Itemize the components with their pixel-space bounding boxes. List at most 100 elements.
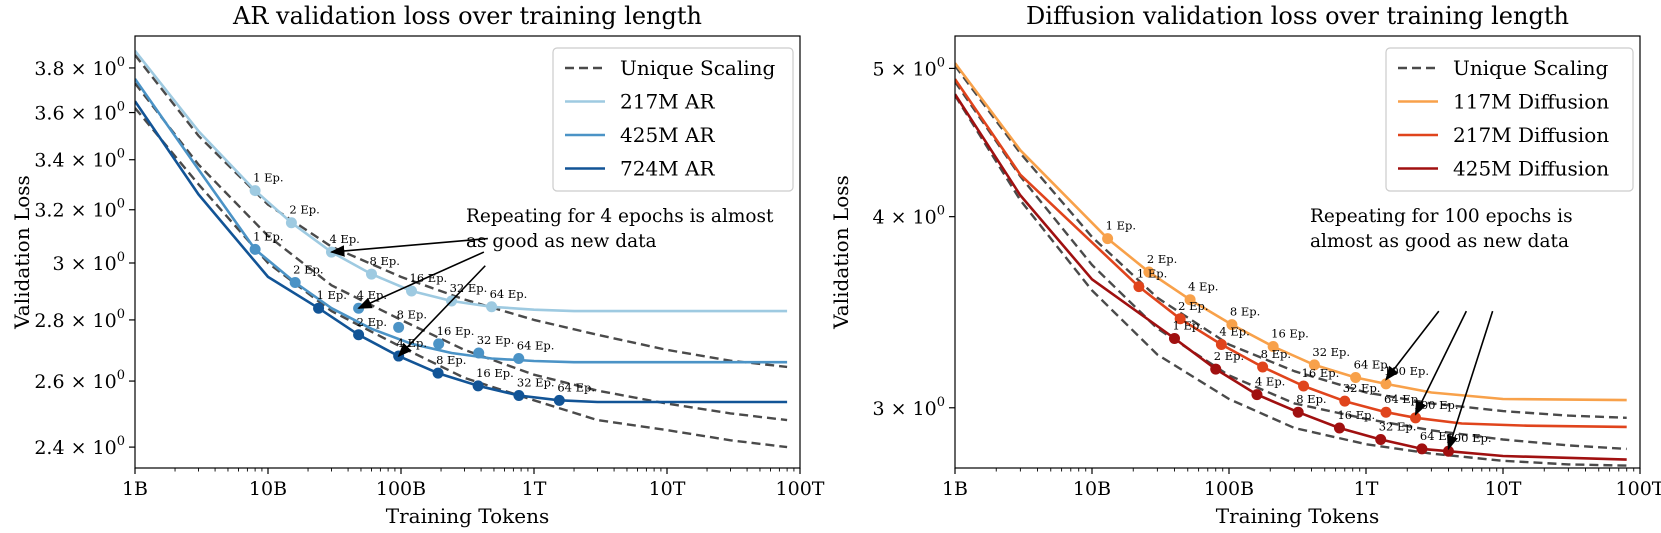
epoch-marker [249, 243, 261, 255]
epoch-marker [1350, 371, 1362, 383]
x-tick-label: 100T [776, 478, 825, 500]
epoch-marker [289, 276, 301, 288]
y-tick-mantissa: 3.8 [34, 58, 64, 80]
x-tick-label: 10T [649, 478, 686, 500]
legend-label: 217M Diffusion [1453, 123, 1609, 147]
epoch-marker [472, 380, 484, 392]
epoch-marker [1215, 338, 1227, 350]
y-tick-times: × [65, 150, 93, 172]
epoch-marker [1298, 380, 1310, 392]
epoch-label: 64 Ep. [517, 339, 555, 353]
epoch-label: 1 Ep. [253, 171, 283, 185]
y-tick-exponent: 0 [117, 147, 125, 162]
epoch-marker [249, 185, 261, 197]
y-tick-mantissa: 4 [872, 207, 884, 229]
x-tick-label: 100B [1204, 478, 1254, 500]
y-tick-exponent: 0 [117, 55, 125, 70]
legend-box [552, 47, 794, 192]
y-tick-times: × [885, 207, 913, 229]
epoch-marker [486, 301, 498, 313]
epoch-label: 64 Ep. [1354, 357, 1392, 371]
epoch-marker [1143, 266, 1155, 278]
epoch-marker [433, 338, 445, 350]
y-tick-mantissa: 3 [52, 253, 64, 275]
x-tick-label: 1T [1354, 478, 1379, 500]
y-tick-mantissa: 3.4 [34, 150, 64, 172]
y-tick-exponent: 0 [937, 55, 945, 70]
epoch-label: 4 Ep. [1255, 375, 1285, 389]
epoch-marker [1133, 281, 1145, 293]
epoch-label: 16 Ep. [437, 324, 475, 338]
epoch-label: 4 Ep. [1219, 324, 1249, 338]
annotation-arrow [1385, 310, 1440, 381]
epoch-label: 16 Ep. [1271, 326, 1309, 340]
y-tick-times: × [65, 103, 93, 125]
epoch-label: 8 Ep. [397, 307, 427, 321]
epoch-label: 8 Ep. [436, 353, 466, 367]
epoch-marker [1308, 359, 1320, 371]
axes-frame [954, 35, 1641, 469]
y-tick-mantissa: 2.8 [34, 310, 64, 332]
epoch-marker [285, 217, 297, 229]
legend-label: 217M AR [620, 90, 715, 114]
epoch-label: 1 Ep. [1106, 219, 1136, 233]
epoch-marker [513, 353, 525, 365]
series-line [135, 49, 788, 313]
epoch-label: 2 Ep. [1178, 299, 1208, 313]
y-tick-label: 2.8 × 100 [34, 307, 125, 332]
epoch-label: 8 Ep. [1230, 305, 1260, 319]
epoch-marker [1226, 319, 1238, 331]
x-tick-label: 1T [522, 478, 547, 500]
y-tick-mantissa: 2.6 [34, 371, 64, 393]
y-tick-mantissa: 3.6 [34, 103, 64, 125]
epoch-label: 64 Ep. [557, 380, 595, 394]
epoch-marker [1184, 294, 1196, 306]
y-tick-exponent: 0 [937, 395, 945, 410]
legend-label: Unique Scaling [1453, 56, 1609, 80]
y-tick-times: × [65, 200, 93, 222]
y-tick-label: 2.6 × 100 [34, 368, 125, 393]
y-tick-label: 3.8 × 100 [34, 55, 125, 80]
epoch-label: 32 Ep. [1343, 381, 1381, 395]
y-tick-times: × [65, 310, 93, 332]
unique-scaling-line [955, 81, 1627, 451]
x-axis-label: Training Tokens [386, 504, 549, 528]
epoch-marker [1333, 422, 1345, 434]
epoch-marker [1416, 443, 1428, 455]
annotation-text: as good as new data [466, 231, 657, 252]
epoch-label: 64 Ep. [490, 287, 528, 301]
x-tick-label: 10T [1485, 478, 1522, 500]
x-tick-label: 1B [122, 478, 148, 500]
y-tick-exponent: 0 [117, 250, 125, 265]
epoch-label: 16 Ep. [1337, 408, 1375, 422]
y-tick-times: × [65, 437, 93, 459]
y-tick-base: 10 [93, 253, 117, 275]
y-tick-times: × [65, 58, 93, 80]
epoch-marker [1210, 363, 1222, 375]
epoch-label: 32 Ep. [450, 281, 488, 295]
epoch-label: 1 Ep. [1137, 267, 1167, 281]
y-tick-base: 10 [93, 58, 117, 80]
epoch-label: 64 Ep. [1384, 392, 1422, 406]
axes-frame [134, 35, 801, 469]
y-tick-mantissa: 3.2 [34, 200, 64, 222]
y-tick-label: 3 × 100 [872, 395, 945, 420]
epoch-marker [1292, 406, 1304, 418]
epoch-label: 4 Ep. [1188, 280, 1218, 294]
epoch-label: 1 Ep. [317, 288, 347, 302]
epoch-marker [1380, 378, 1392, 390]
x-tick-label: 10B [249, 478, 287, 500]
epoch-marker [1174, 313, 1186, 325]
chart-title: Diffusion validation loss over training … [1026, 2, 1569, 30]
y-tick-base: 10 [93, 371, 117, 393]
epoch-label: 32 Ep. [477, 333, 515, 347]
legend-label: 117M Diffusion [1453, 90, 1609, 114]
epoch-marker [313, 302, 325, 314]
legend-label: Unique Scaling [620, 56, 776, 80]
epoch-marker [1339, 395, 1351, 407]
y-tick-base: 10 [93, 200, 117, 222]
unique-scaling-line [135, 54, 788, 369]
y-tick-times: × [885, 58, 913, 80]
legend: Unique Scaling 217M AR 425M AR 724M AR [552, 47, 794, 192]
